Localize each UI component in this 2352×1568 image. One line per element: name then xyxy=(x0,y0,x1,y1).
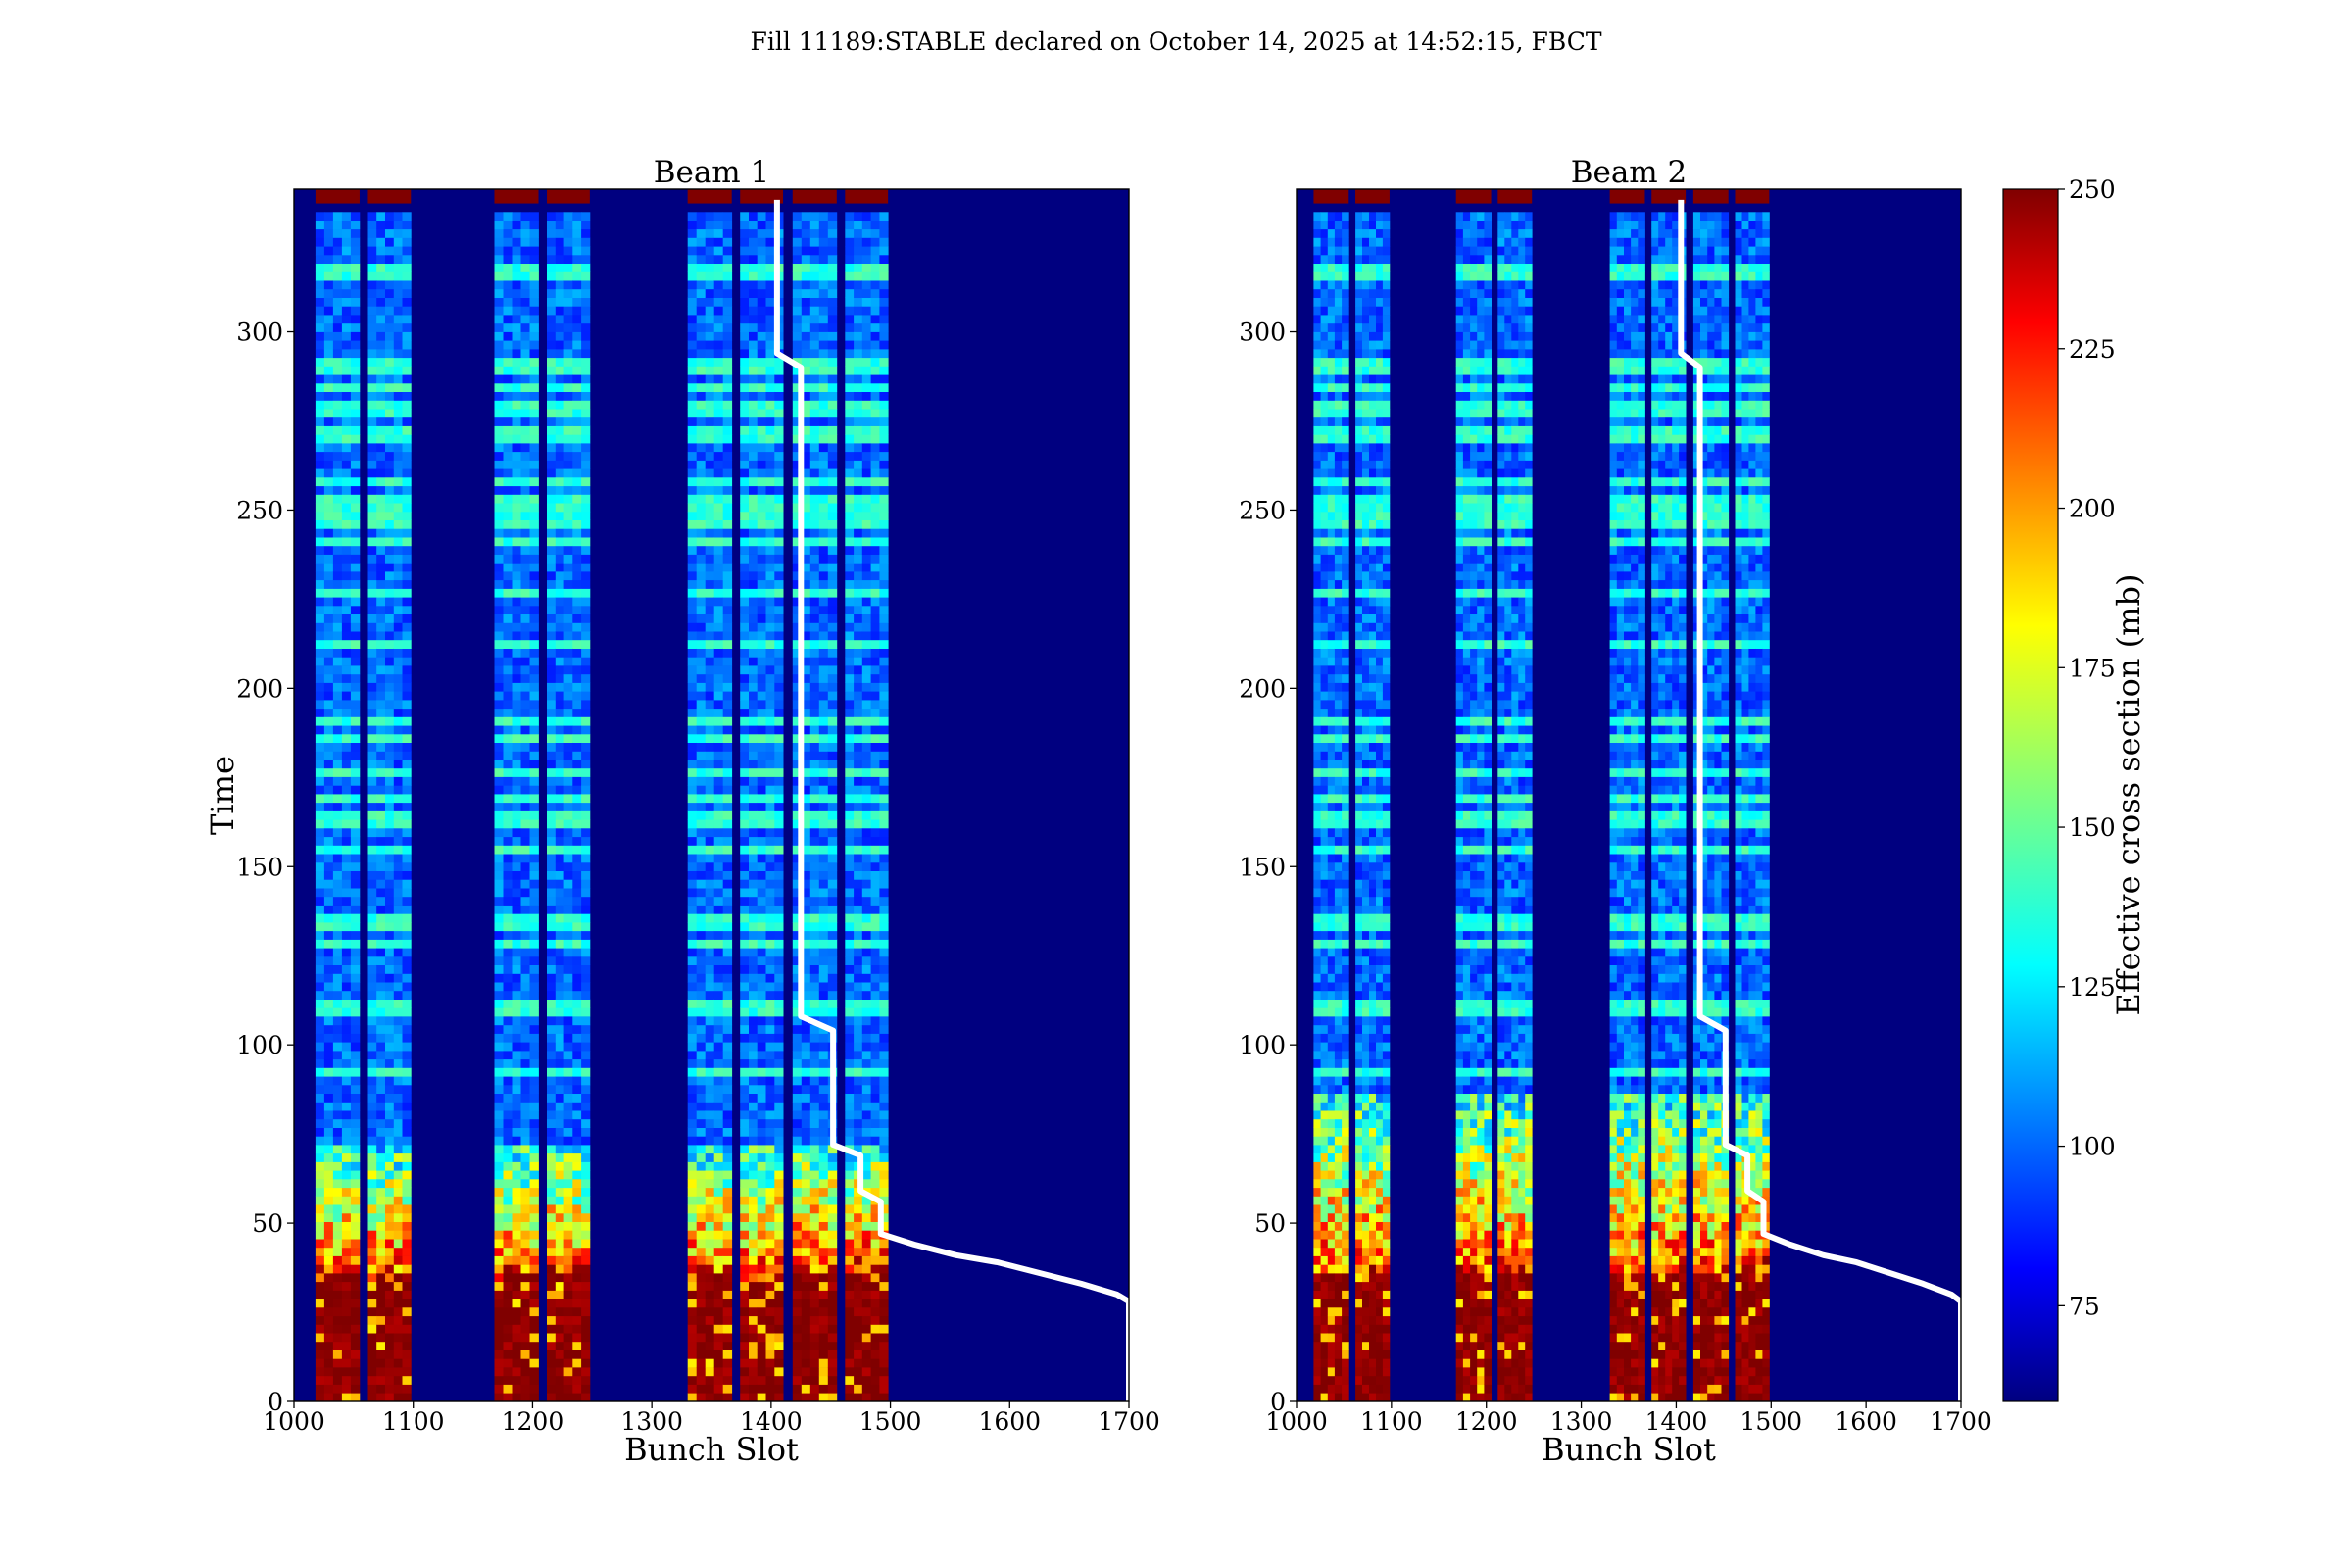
y-tick-label: 0 xyxy=(1270,1388,1286,1416)
y-tick-label: 200 xyxy=(236,674,283,703)
train-cap xyxy=(1735,189,1770,204)
y-tick-label: 0 xyxy=(268,1388,283,1416)
axes-frame xyxy=(293,188,1130,1402)
y-tick-label: 200 xyxy=(1239,674,1286,703)
bunch-train xyxy=(1609,189,1645,1401)
x-axis-label: Bunch Slot xyxy=(624,1431,799,1468)
x-tick-label: 1600 xyxy=(1835,1407,1897,1436)
axes-frame xyxy=(1296,188,1962,1402)
y-tick-label: 250 xyxy=(1239,496,1286,524)
colorbar-label: Effective cross section (mb) xyxy=(2110,574,2147,1016)
bunch-train xyxy=(1497,189,1533,1401)
train-cap xyxy=(740,189,784,204)
colorbar-tick-label: 225 xyxy=(2069,335,2116,364)
train-cap xyxy=(494,189,539,204)
x-tick-label: 1100 xyxy=(382,1407,445,1436)
bunch-train xyxy=(547,189,591,1401)
x-tick-label: 1700 xyxy=(1930,1407,1992,1436)
train-cap xyxy=(792,189,837,204)
x-tick-label: 1300 xyxy=(1550,1407,1613,1436)
y-tick-label: 100 xyxy=(1239,1031,1286,1059)
colorbar-gradient xyxy=(2002,188,2059,1402)
x-tick-label: 1700 xyxy=(1098,1407,1160,1436)
colorbar-tick-label: 75 xyxy=(2069,1292,2100,1320)
y-tick-label: 100 xyxy=(236,1031,283,1059)
bunch-train xyxy=(1455,189,1492,1401)
beam-1-panel: 1000 1100 1200 1300 1400 1500 1600 1700 0 50 100 15… xyxy=(204,155,1160,1468)
bunch-train xyxy=(1651,189,1687,1401)
beam-2-panel: 1000 1100 1200 1300 1400 1500 1600 1700 0 50 100 15… xyxy=(1239,155,1992,1468)
x-tick-label: 1500 xyxy=(859,1407,922,1436)
colorbar-tick-label: 250 xyxy=(2069,175,2116,204)
bunch-train xyxy=(368,189,412,1401)
x-tick-label: 1400 xyxy=(740,1407,803,1436)
bunch-train xyxy=(687,189,733,1401)
train-cap xyxy=(1497,189,1533,204)
x-tick-label: 1100 xyxy=(1360,1407,1423,1436)
train-cap xyxy=(845,189,889,204)
x-tick-label: 1200 xyxy=(502,1407,564,1436)
train-cap xyxy=(1692,189,1729,204)
x-tick-label: 1200 xyxy=(1455,1407,1518,1436)
colorbar-tick-label: 125 xyxy=(2069,973,2116,1002)
x-tick-label: 1500 xyxy=(1740,1407,1802,1436)
y-tick-label: 150 xyxy=(236,853,283,881)
y-tick-label: 300 xyxy=(236,318,283,347)
colorbar-tick-label: 150 xyxy=(2069,813,2116,842)
colorbar-tick-label: 175 xyxy=(2069,654,2116,682)
panel-title: Beam 1 xyxy=(654,155,770,190)
figure-title: Fill 11189:STABLE declared on October 14… xyxy=(750,27,1601,56)
y-axis-label: Time xyxy=(204,756,241,835)
heatmap-cells xyxy=(315,189,889,1401)
train-cap xyxy=(1313,189,1349,204)
overlay-line xyxy=(1678,199,1961,1401)
panel-title: Beam 2 xyxy=(1571,155,1688,190)
colorbar-tick-label: 200 xyxy=(2069,495,2116,523)
y-tick-label: 50 xyxy=(252,1209,283,1238)
bunch-train xyxy=(1355,189,1391,1401)
train-cap xyxy=(687,189,732,204)
x-tick-label: 1600 xyxy=(978,1407,1041,1436)
train-cap xyxy=(315,189,360,204)
train-cap xyxy=(368,189,412,204)
train-cap xyxy=(1355,189,1390,204)
x-tick-label: 1300 xyxy=(620,1407,683,1436)
overlay-line xyxy=(773,199,1129,1401)
train-cap xyxy=(1651,189,1687,204)
bunch-train xyxy=(494,189,539,1401)
train-cap xyxy=(1455,189,1492,204)
x-tick-label: 1400 xyxy=(1645,1407,1708,1436)
heatmap-cells xyxy=(1313,189,1770,1401)
colorbar: 75 100 125 150 175 200 225 250 Effective cross … xyxy=(2002,175,2147,1402)
x-tick-label: 1000 xyxy=(263,1407,325,1436)
x-axis-label: Bunch Slot xyxy=(1542,1431,1716,1468)
colorbar-tick-label: 100 xyxy=(2069,1133,2116,1161)
train-cap xyxy=(1609,189,1645,204)
bunch-train xyxy=(740,189,784,1401)
y-tick-label: 150 xyxy=(1239,853,1286,881)
x-tick-label: 1000 xyxy=(1265,1407,1328,1436)
colorbar-ticks: 75 100 125 150 175 200 225 250 xyxy=(2058,175,2116,1320)
bunch-train xyxy=(1313,189,1349,1401)
bunch-train xyxy=(315,189,361,1401)
y-tick-label: 300 xyxy=(1239,318,1286,347)
train-cap xyxy=(547,189,590,204)
bunch-train xyxy=(1735,189,1770,1401)
y-tick-label: 50 xyxy=(1254,1209,1286,1238)
y-tick-label: 250 xyxy=(236,496,283,524)
